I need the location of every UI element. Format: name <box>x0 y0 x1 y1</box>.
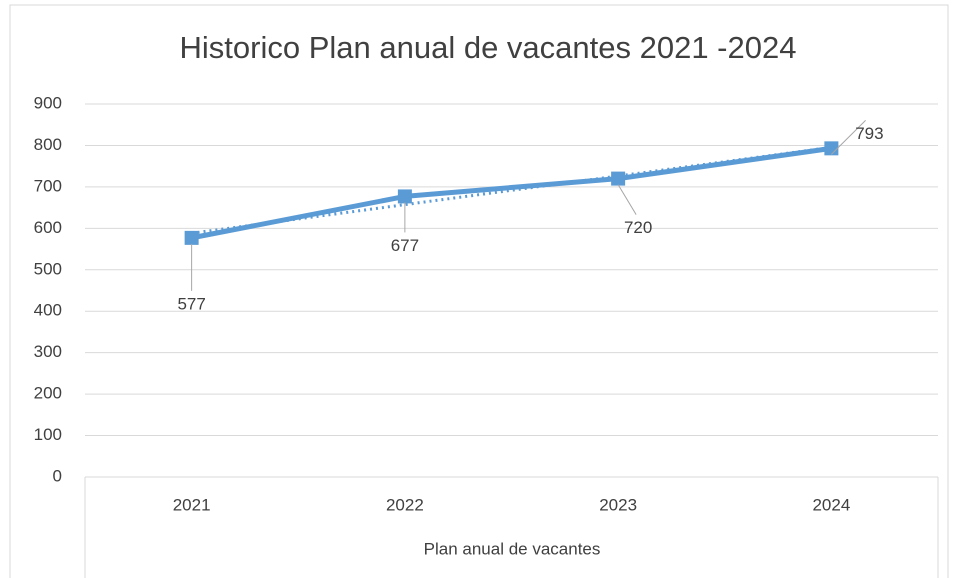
chart-frame <box>9 4 949 578</box>
chart-title: Historico Plan anual de vacantes 2021 -2… <box>180 30 797 65</box>
y-tick-label: 900 <box>34 93 62 112</box>
point-marker <box>184 230 199 245</box>
point-marker <box>824 141 839 156</box>
x-axis-label: Plan anual de vacantes <box>424 539 601 558</box>
y-tick-label: 300 <box>34 342 62 361</box>
leader-line <box>831 119 866 155</box>
x-tick-label: 2024 <box>812 495 850 514</box>
point-marker <box>611 171 626 186</box>
data-label: 677 <box>391 236 419 255</box>
leader-line <box>617 184 637 215</box>
y-tick-label: 100 <box>34 425 62 444</box>
data-label: 720 <box>624 218 652 237</box>
data-label: 577 <box>177 294 205 313</box>
y-tick-label: 200 <box>34 384 62 403</box>
y-tick-label: 800 <box>34 135 62 154</box>
y-tick-label: 400 <box>34 301 62 320</box>
data-label: 793 <box>855 124 883 143</box>
y-tick-label: 500 <box>34 259 62 278</box>
y-tick-label: 0 <box>53 466 62 485</box>
series-line <box>191 145 832 241</box>
x-tick-label: 2021 <box>173 495 211 514</box>
y-tick-label: 700 <box>34 176 62 195</box>
x-tick-label: 2022 <box>386 495 424 514</box>
x-tick-label: 2023 <box>599 495 637 514</box>
point-marker <box>397 189 412 204</box>
y-tick-label: 600 <box>34 218 62 237</box>
